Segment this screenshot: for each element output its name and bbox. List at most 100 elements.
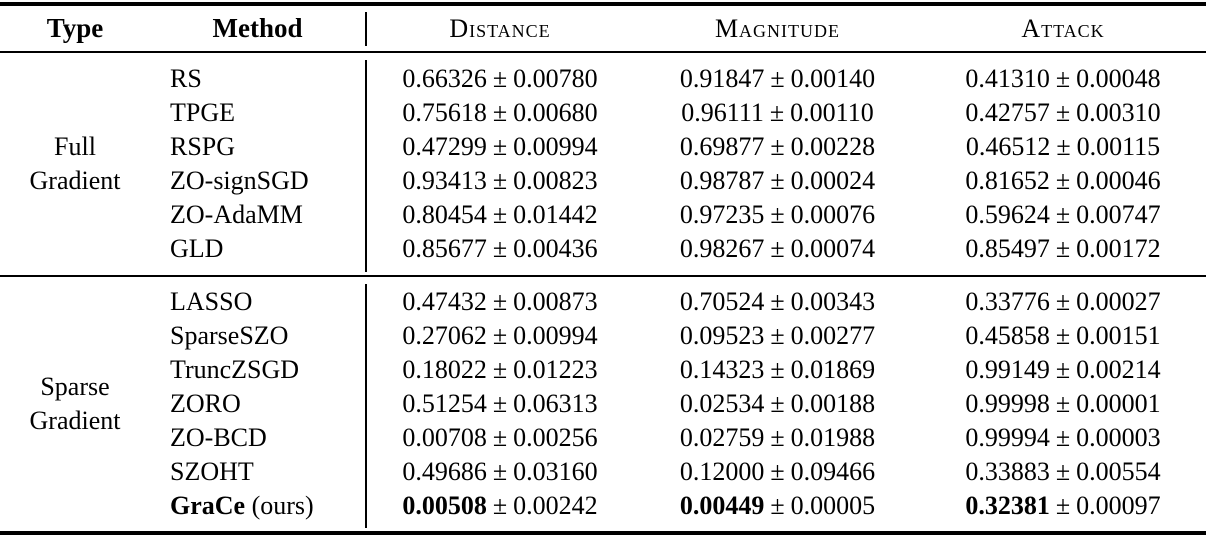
plus-minus-sign: ± — [1056, 132, 1071, 161]
std-value: 0.00228 — [790, 132, 876, 161]
mean-value: 0.59624 — [965, 200, 1050, 229]
magnitude-value-cell: 0.69877 ±0.00228 — [635, 132, 920, 162]
vertical-rule-group-1 — [365, 60, 367, 272]
table-row: ZO-signSGD 0.93413 ±0.00823 0.98787 ±0.00024… — [150, 164, 1206, 198]
header-row: Type Method Distance Magnitude Attack — [0, 6, 1206, 51]
distance-value-cell: 0.00708 ±0.00256 — [365, 423, 635, 453]
table-row: TruncZSGD 0.18022 ±0.01223 0.14323 ±0.01869 0… — [150, 353, 1206, 387]
plus-minus-sign: ± — [770, 491, 785, 520]
std-value: 0.00823 — [513, 166, 598, 195]
plus-minus-sign: ± — [492, 234, 508, 263]
method-note: (ours) — [245, 491, 314, 520]
std-value: 0.00005 — [790, 491, 876, 520]
mean-value: 0.00508 — [402, 491, 487, 520]
top-rule — [0, 2, 1206, 6]
col-header-magnitude: Magnitude — [714, 13, 841, 43]
std-value: 0.01988 — [790, 423, 876, 452]
table-row: GLD 0.85677 ±0.00436 0.98267 ±0.00074 0.85497… — [150, 232, 1206, 266]
distance-value-cell: 0.66326 ±0.00780 — [365, 64, 635, 94]
mean-value: 0.09523 — [679, 321, 765, 350]
method-name: ZORO — [170, 389, 241, 418]
type-label-line: Sparse — [40, 372, 110, 401]
std-value: 0.00110 — [790, 98, 874, 127]
std-value: 0.00994 — [513, 132, 598, 161]
std-value: 0.00024 — [790, 166, 876, 195]
attack-value-cell: 0.41310 ±0.00048 — [920, 64, 1206, 94]
std-value: 0.00256 — [513, 423, 598, 452]
table-row: SZOHT 0.49686 ±0.03160 0.12000 ±0.09466 0.338… — [150, 455, 1206, 489]
std-value: 0.00048 — [1076, 64, 1161, 93]
mean-value: 0.91847 — [679, 64, 765, 93]
std-value: 0.01223 — [513, 355, 598, 384]
mean-value: 0.00708 — [402, 423, 487, 452]
table-row: TPGE 0.75618 ±0.00680 0.96111 ±0.00110 0.4275… — [150, 96, 1206, 130]
plus-minus-sign: ± — [770, 234, 785, 263]
table-row: LASSO 0.47432 ±0.00873 0.70524 ±0.00343 0.337… — [150, 285, 1206, 319]
plus-minus-sign: ± — [1055, 64, 1071, 93]
plus-minus-sign: ± — [492, 355, 508, 384]
mean-value: 0.99149 — [965, 355, 1050, 384]
method-cell: RSPG — [150, 132, 365, 162]
mean-value: 0.02534 — [679, 389, 765, 418]
method-name: TPGE — [170, 98, 235, 127]
mean-value: 0.27062 — [402, 321, 487, 350]
method-name: GLD — [170, 234, 224, 263]
std-value: 0.00115 — [1076, 132, 1161, 161]
attack-value-cell: 0.99994 ±0.00003 — [920, 423, 1206, 453]
method-name: ZO-signSGD — [170, 166, 309, 195]
mean-value: 0.80454 — [402, 200, 487, 229]
group-rows: LASSO 0.47432 ±0.00873 0.70524 ±0.00343 0.337… — [150, 285, 1206, 523]
method-cell: LASSO — [150, 287, 365, 317]
mean-value: 0.66326 — [402, 64, 487, 93]
plus-minus-sign: ± — [492, 132, 508, 161]
std-value: 0.00151 — [1076, 321, 1161, 350]
mean-value: 0.85677 — [402, 234, 487, 263]
plus-minus-sign: ± — [1055, 457, 1071, 486]
distance-value-cell: 0.18022 ±0.01223 — [365, 355, 635, 385]
std-value: 0.00076 — [790, 200, 876, 229]
std-value: 0.00027 — [1076, 287, 1161, 316]
method-name: RS — [170, 64, 202, 93]
std-value: 0.00003 — [1076, 423, 1161, 452]
col-header-distance: Distance — [449, 13, 551, 43]
plus-minus-sign: ± — [769, 98, 785, 127]
distance-value-cell: 0.85677 ±0.00436 — [365, 234, 635, 264]
magnitude-value-cell: 0.96111 ±0.00110 — [635, 98, 920, 128]
attack-value-cell: 0.42757 ±0.00310 — [920, 98, 1206, 128]
plus-minus-sign: ± — [492, 321, 508, 350]
attack-value-cell: 0.46512 ±0.00115 — [920, 132, 1206, 162]
mean-value: 0.51254 — [402, 389, 487, 418]
method-name: ZO-BCD — [170, 423, 267, 452]
plus-minus-sign: ± — [770, 64, 785, 93]
plus-minus-sign: ± — [1055, 166, 1071, 195]
mean-value: 0.85497 — [965, 234, 1050, 263]
mean-value: 0.97235 — [679, 200, 765, 229]
distance-value-cell: 0.49686 ±0.03160 — [365, 457, 635, 487]
plus-minus-sign: ± — [1055, 98, 1071, 127]
mean-value: 0.47299 — [402, 132, 487, 161]
method-cell: SparseSZO — [150, 321, 365, 351]
method-name: RSPG — [170, 132, 236, 161]
distance-value-cell: 0.80454 ±0.01442 — [365, 200, 635, 230]
attack-value-cell: 0.81652 ±0.00046 — [920, 166, 1206, 196]
std-value: 0.00277 — [790, 321, 876, 350]
plus-minus-sign: ± — [770, 321, 785, 350]
std-value: 0.00097 — [1076, 491, 1161, 520]
mean-value: 0.69877 — [679, 132, 765, 161]
mean-value: 0.96111 — [681, 98, 764, 127]
plus-minus-sign: ± — [492, 200, 508, 229]
mean-value: 0.75618 — [402, 98, 487, 127]
std-value: 0.01869 — [790, 355, 876, 384]
mean-value: 0.18022 — [402, 355, 487, 384]
method-cell: GLD — [150, 234, 365, 264]
type-label-sparse-gradient: Sparse Gradient — [0, 285, 150, 523]
mean-value: 0.49686 — [402, 457, 487, 486]
magnitude-value-cell: 0.02534 ±0.00188 — [635, 389, 920, 419]
plus-minus-sign: ± — [492, 457, 508, 486]
method-name: TruncZSGD — [170, 355, 300, 384]
plus-minus-sign: ± — [1055, 355, 1071, 384]
std-value: 0.00242 — [513, 491, 598, 520]
attack-value-cell: 0.99149 ±0.00214 — [920, 355, 1206, 385]
group-full-gradient: Full Gradient RS 0.66326 ±0.00780 0.91847 ±0.… — [0, 53, 1206, 275]
plus-minus-sign: ± — [770, 355, 785, 384]
